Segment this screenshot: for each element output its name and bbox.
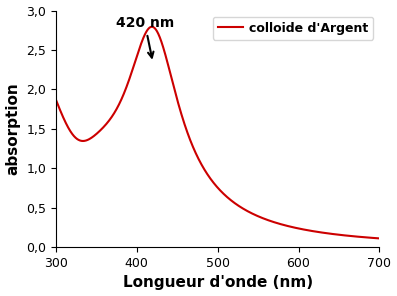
colloide d'Argent — [368, 236, 372, 239]
colloide d'Argent — [202, 168, 207, 172]
Line: colloide d'Argent: colloide d'Argent — [56, 27, 380, 238]
Text: 420 nm: 420 nm — [116, 16, 174, 58]
colloide d'Argent — [54, 98, 58, 101]
colloide d'Argent — [149, 25, 154, 28]
colloide d'Argent — [70, 132, 75, 136]
X-axis label: Longueur d'onde (nm): Longueur d'onde (nm) — [123, 276, 313, 290]
colloide d'Argent — [377, 237, 382, 240]
Y-axis label: absorption: absorption — [6, 83, 21, 175]
Legend: colloide d'Argent: colloide d'Argent — [213, 17, 373, 40]
colloide d'Argent — [308, 229, 313, 233]
colloide d'Argent — [211, 181, 216, 184]
colloide d'Argent — [368, 236, 373, 239]
